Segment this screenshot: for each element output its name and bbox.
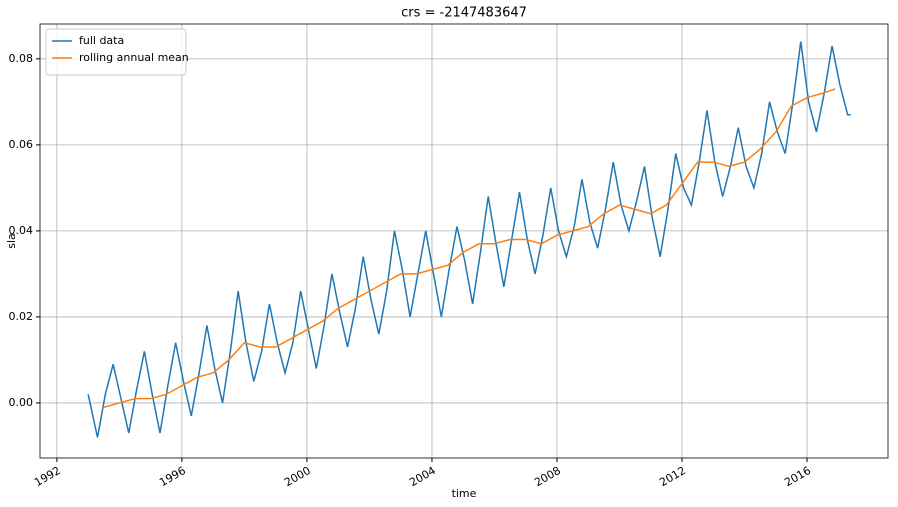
legend-label: full data [79, 34, 124, 47]
y-tick-label: 0.08 [9, 52, 34, 65]
x-tick-label: 1996 [157, 464, 188, 489]
chart-title: crs = -2147483647 [401, 6, 527, 21]
x-tick-label: 2016 [782, 464, 813, 489]
y-tick-label: 0.00 [9, 396, 34, 409]
legend-box [45, 28, 187, 76]
x-tick-label: 1992 [32, 464, 63, 489]
legend-label: rolling annual mean [79, 51, 189, 64]
plot-frame [39, 23, 889, 459]
y-axis-label: sla [5, 233, 18, 249]
x-tick-label: 2008 [532, 464, 563, 489]
series-line [103, 88, 836, 408]
y-tick-label: 0.02 [9, 310, 34, 323]
x-axis-label: time [452, 487, 477, 500]
x-tick-label: 2000 [282, 464, 313, 489]
series-line [87, 41, 851, 438]
x-tick-label: 2012 [657, 464, 688, 489]
x-tick-label: 2004 [407, 464, 438, 489]
y-tick-label: 0.04 [9, 224, 34, 237]
y-tick-label: 0.06 [9, 138, 34, 151]
